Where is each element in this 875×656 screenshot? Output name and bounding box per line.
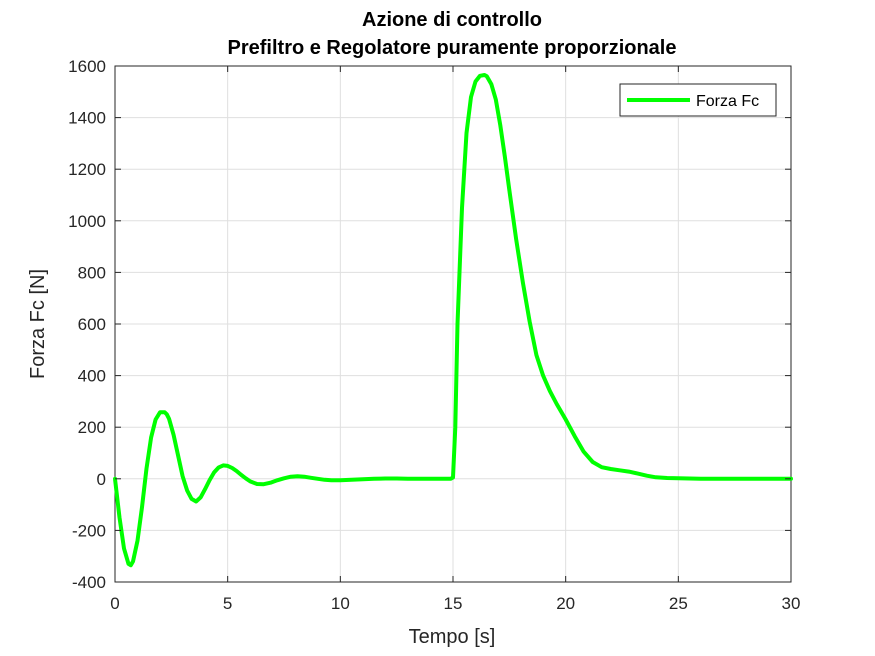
x-tick-label: 5 [223, 594, 232, 613]
legend: Forza Fc [619, 83, 777, 117]
y-axis-label: Forza Fc [N] [27, 269, 49, 379]
x-tick-label: 0 [110, 594, 119, 613]
y-tick-label: 800 [78, 263, 106, 282]
y-tick-label: 600 [78, 315, 106, 334]
x-axis-label: Tempo [s] [409, 626, 496, 648]
x-tick-label: 10 [331, 594, 350, 613]
y-tick-label: -400 [72, 573, 106, 592]
y-tick-label: 1000 [68, 212, 106, 231]
y-tick-label: 1600 [68, 57, 106, 76]
y-tick-label: -200 [72, 521, 106, 540]
x-tick-label: 30 [782, 594, 801, 613]
x-tick-label: 15 [444, 594, 463, 613]
series-layer [113, 73, 793, 568]
ticks: 0 5 10 15 20 25 30 -400 -200 0 200 400 600 800 1000 120… [68, 57, 800, 613]
y-tick-label: 1200 [68, 160, 106, 179]
y-tick-label: 1400 [68, 109, 106, 128]
chart-title: Azione di controllo [362, 9, 542, 31]
series-line-0 [113, 73, 793, 568]
chart-subtitle: Prefiltro e Regolatore puramente proporz… [228, 37, 677, 59]
y-tick-label: 200 [78, 418, 106, 437]
y-tick-label: 400 [78, 367, 106, 386]
grid [114, 65, 792, 583]
legend-label: Forza Fc [696, 93, 759, 110]
x-tick-label: 20 [556, 594, 575, 613]
y-tick-label: 0 [97, 470, 106, 489]
x-tick-label: 25 [669, 594, 688, 613]
